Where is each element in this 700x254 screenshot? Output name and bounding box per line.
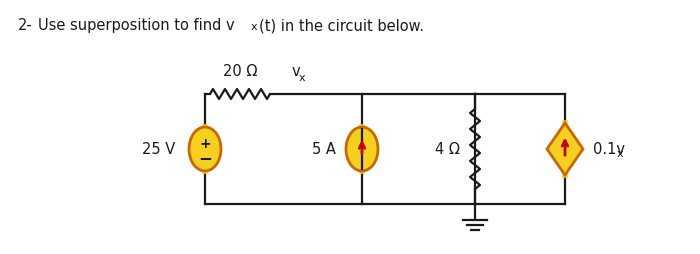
Polygon shape — [547, 123, 583, 175]
Text: 0.1v: 0.1v — [593, 142, 625, 157]
Text: x: x — [251, 22, 258, 32]
Text: 5 A: 5 A — [312, 142, 336, 157]
Text: 4 Ω: 4 Ω — [435, 142, 459, 157]
Text: 2-: 2- — [18, 18, 33, 33]
Text: 20 Ω: 20 Ω — [223, 64, 257, 79]
Ellipse shape — [189, 128, 221, 171]
Text: 25 V: 25 V — [142, 142, 176, 157]
Text: +: + — [199, 136, 211, 150]
Text: (t) in the circuit below.: (t) in the circuit below. — [259, 18, 424, 33]
Ellipse shape — [346, 128, 378, 171]
Text: Use superposition to find v: Use superposition to find v — [38, 18, 234, 33]
Text: v: v — [292, 64, 300, 79]
Text: −: − — [198, 148, 212, 166]
Text: x: x — [299, 73, 306, 83]
Text: x: x — [617, 148, 624, 158]
